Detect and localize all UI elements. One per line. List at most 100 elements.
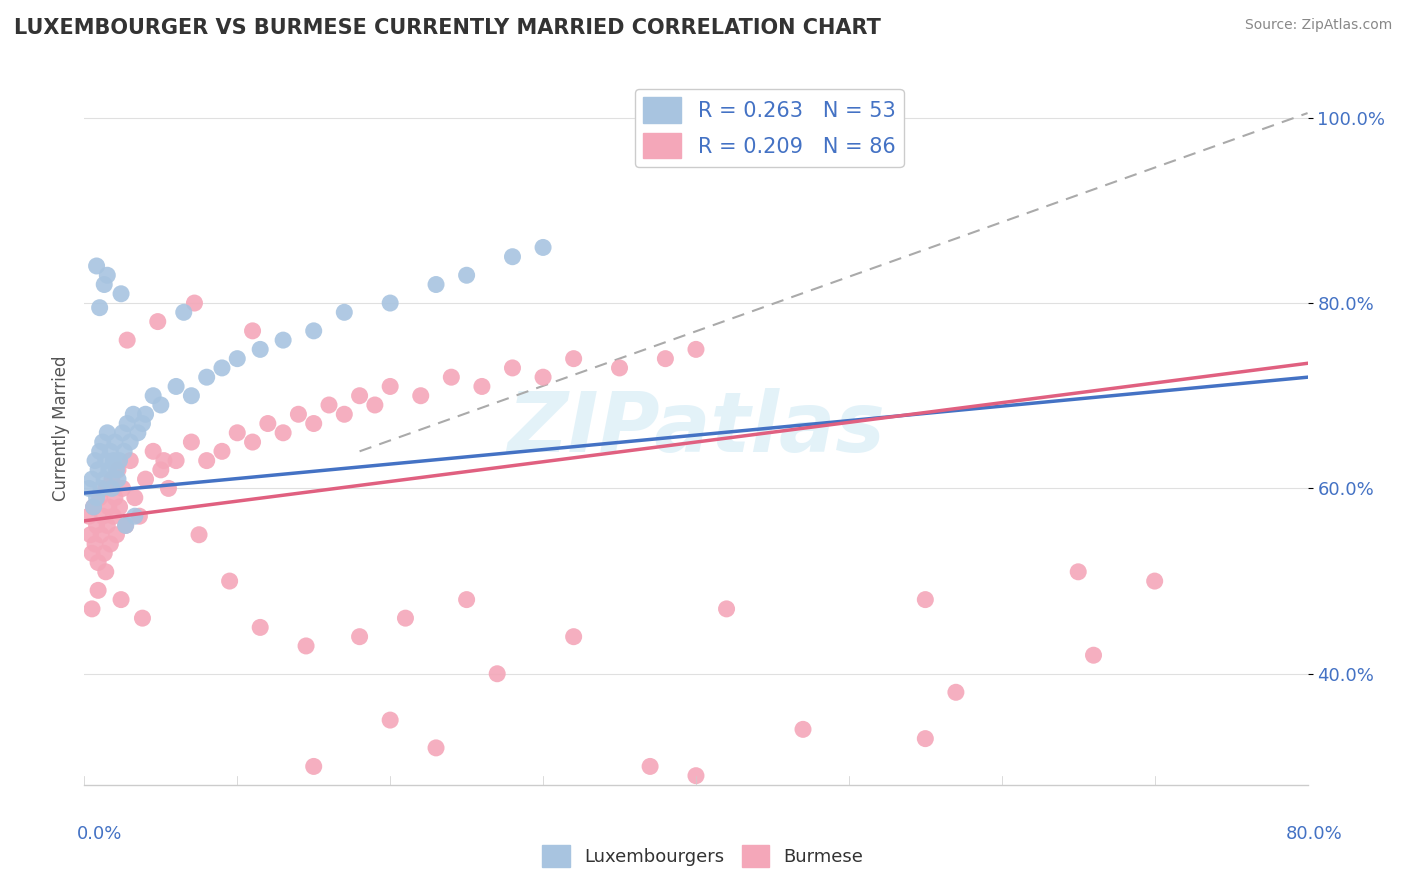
Point [149,398,172,412]
Point [94,482,117,496]
Point [195,370,218,384]
Point [157,482,180,496]
Point [195,453,218,467]
Point [120,453,142,467]
Point [211,444,233,458]
Point [914,592,936,607]
Point [103,453,125,467]
Point [153,453,176,467]
Point [945,685,967,699]
Point [86,518,108,533]
Legend: Luxembourgers, Burmese: Luxembourgers, Burmese [536,838,870,874]
Point [242,435,264,450]
Point [302,417,325,431]
Point [79,527,101,541]
Point [131,417,153,431]
Point [142,444,165,458]
Text: 0.0%: 0.0% [77,825,122,843]
Point [107,472,129,486]
Point [249,343,271,357]
Point [180,435,202,450]
Point [87,583,110,598]
Text: ZIPatlas: ZIPatlas [508,388,884,468]
Point [80,472,103,486]
Point [101,482,124,496]
Point [440,370,463,384]
Point [87,463,110,477]
Point [111,482,134,496]
Point [94,565,117,579]
Point [131,611,153,625]
Point [120,435,142,450]
Point [110,286,132,301]
Point [180,389,202,403]
Point [562,630,585,644]
Point [349,630,371,644]
Point [89,491,111,505]
Point [124,491,146,505]
Point [89,444,111,458]
Point [295,639,318,653]
Point [77,509,100,524]
Point [380,296,402,310]
Point [287,407,309,421]
Point [394,611,416,625]
Point [249,620,271,634]
Point [654,351,676,366]
Point [271,333,294,347]
Text: 80.0%: 80.0% [1286,825,1343,843]
Point [122,407,145,421]
Point [257,417,280,431]
Point [94,453,117,467]
Point [115,333,138,347]
Point [188,527,211,541]
Point [333,305,356,319]
Point [83,500,105,514]
Point [183,296,205,310]
Point [86,491,108,505]
Point [146,315,169,329]
Point [98,444,121,458]
Point [111,425,134,440]
Point [1083,648,1105,663]
Point [97,463,120,477]
Point [364,398,387,412]
Point [110,592,132,607]
Point [98,537,121,551]
Point [112,444,135,458]
Point [638,759,661,773]
Point [96,518,118,533]
Point [173,305,195,319]
Point [716,602,738,616]
Point [96,268,118,283]
Point [302,759,325,773]
Point [90,527,112,541]
Point [90,482,112,496]
Point [165,453,187,467]
Point [114,518,136,533]
Legend: R = 0.263   N = 53, R = 0.209   N = 86: R = 0.263 N = 53, R = 0.209 N = 86 [636,89,904,167]
Point [302,324,325,338]
Text: Source: ZipAtlas.com: Source: ZipAtlas.com [1244,18,1392,32]
Point [77,482,100,496]
Point [104,491,127,505]
Point [409,389,432,403]
Point [271,425,294,440]
Point [93,277,115,292]
Point [609,360,631,375]
Point [128,509,150,524]
Point [531,240,554,254]
Point [127,425,149,440]
Text: LUXEMBOURGER VS BURMESE CURRENTLY MARRIED CORRELATION CHART: LUXEMBOURGER VS BURMESE CURRENTLY MARRIE… [14,18,882,37]
Y-axis label: Currently Married: Currently Married [52,355,70,501]
Point [471,379,494,393]
Point [91,509,114,524]
Point [226,351,249,366]
Point [242,324,264,338]
Point [685,769,707,783]
Point [502,250,524,264]
Point [142,389,165,403]
Point [502,360,524,375]
Point [318,398,340,412]
Point [456,268,478,283]
